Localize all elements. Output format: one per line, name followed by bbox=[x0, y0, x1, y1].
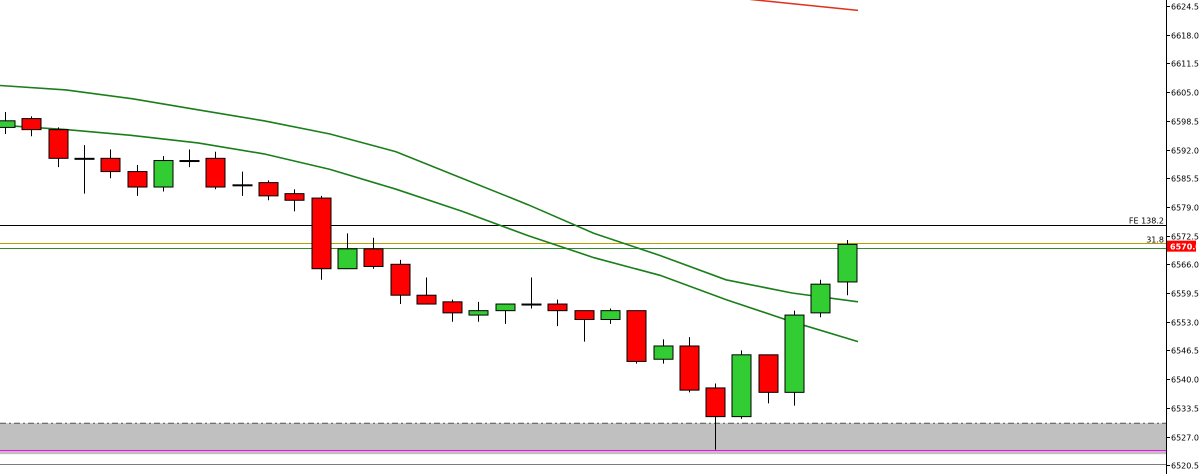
candle-body bbox=[758, 354, 779, 393]
y-tick-label: 6527.0 bbox=[1171, 434, 1199, 443]
candle-body bbox=[390, 263, 411, 296]
candle-body bbox=[784, 314, 805, 393]
candle-body bbox=[574, 310, 595, 320]
candle-body bbox=[600, 310, 621, 320]
current-price-label: 6570.0 bbox=[1170, 243, 1199, 252]
fe-level-label: FE 138.2 bbox=[1129, 217, 1164, 226]
y-tick-label: 6618.0 bbox=[1171, 32, 1199, 41]
y-tick-label: 6624.5 bbox=[1171, 3, 1199, 12]
candle-body bbox=[127, 171, 148, 188]
candle-body bbox=[100, 157, 121, 173]
y-tick-label: 6605.0 bbox=[1171, 89, 1199, 98]
candle-body bbox=[74, 157, 95, 160]
candle-body bbox=[626, 310, 647, 362]
candle-body bbox=[679, 345, 700, 391]
candle-body bbox=[0, 120, 16, 128]
candle-body bbox=[363, 248, 384, 268]
price-axis: 6624.5 6618.0 6611.5 6605.0 6598.5 6592.0 6585… bbox=[1166, 0, 1199, 474]
y-tick-label: 6598.5 bbox=[1171, 118, 1199, 127]
y-tick-label: 6533.5 bbox=[1171, 405, 1199, 414]
candle-body bbox=[731, 354, 752, 418]
y-tick-label: 6566.0 bbox=[1171, 261, 1199, 270]
candle-body bbox=[153, 160, 174, 188]
candle-body bbox=[311, 197, 332, 270]
candle-body bbox=[547, 303, 568, 312]
moving-average-layer bbox=[0, 0, 859, 343]
candle-layer bbox=[0, 111, 858, 450]
y-tick-label: 6546.5 bbox=[1171, 347, 1199, 356]
candle-body bbox=[521, 303, 542, 306]
candle-body bbox=[653, 345, 674, 360]
candle-body bbox=[337, 248, 358, 270]
y-tick-label: 6553.0 bbox=[1171, 319, 1199, 328]
y-tick-label: 6540.0 bbox=[1171, 376, 1199, 385]
annotation-layer: FE 138.2 31.8 6570.0 bbox=[1129, 217, 1199, 252]
candle-body bbox=[495, 303, 516, 312]
candle-body bbox=[468, 310, 489, 316]
candle-body bbox=[442, 301, 463, 314]
candle-body bbox=[810, 283, 831, 314]
y-tick-label: 6579.0 bbox=[1171, 204, 1199, 213]
y-tick-label: 6592.0 bbox=[1171, 147, 1199, 156]
y-tick-label: 6585.5 bbox=[1171, 175, 1199, 184]
level-layer bbox=[0, 225, 1166, 465]
y-tick-label: 6611.5 bbox=[1171, 60, 1199, 69]
moving-average-fast bbox=[0, 124, 859, 343]
y-tick-label: 6520.5 bbox=[1171, 462, 1199, 471]
candle-body bbox=[837, 243, 858, 283]
red-trend-line bbox=[749, 0, 859, 12]
zone-layer bbox=[0, 422, 1166, 455]
candle-body bbox=[21, 118, 42, 131]
y-tick-label: 6572.5 bbox=[1171, 233, 1199, 242]
candle-body bbox=[416, 294, 437, 305]
y-tick-label: 6559.5 bbox=[1171, 290, 1199, 299]
candle-body bbox=[179, 160, 200, 163]
current-price-tag bbox=[1167, 240, 1196, 252]
candle-body bbox=[205, 157, 226, 188]
candle-body bbox=[705, 387, 726, 418]
candle-body bbox=[284, 193, 305, 201]
candle-body bbox=[232, 184, 253, 187]
demand-zone bbox=[0, 423, 1166, 455]
plot-background bbox=[0, 0, 1166, 474]
moving-average-slow bbox=[0, 84, 859, 303]
fib-level-label: 31.8 bbox=[1146, 236, 1164, 245]
candle-body bbox=[258, 182, 279, 197]
candle-body bbox=[48, 129, 69, 159]
